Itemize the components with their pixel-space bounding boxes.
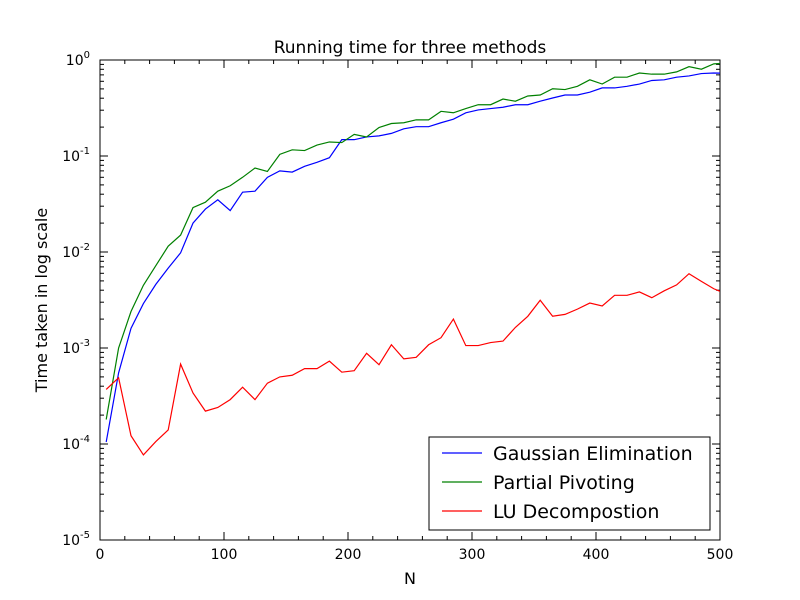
- x-tick-label: 100: [211, 547, 238, 563]
- x-axis-label: N: [404, 569, 416, 588]
- x-tick-label: 300: [459, 547, 486, 563]
- y-tick-label: 10-5: [62, 530, 90, 549]
- y-axis-label: Time taken in log scale: [32, 208, 51, 393]
- y-tick-label: 100: [66, 50, 90, 69]
- series-line-3: [105, 272, 720, 456]
- series-line-2: [105, 62, 720, 420]
- x-tick-label: 200: [335, 547, 362, 563]
- legend-label: Gaussian Elimination: [493, 443, 693, 465]
- legend-label: LU Decompostion: [493, 501, 659, 523]
- y-tick-label: 10-3: [62, 338, 90, 357]
- legend-label: Partial Pivoting: [493, 472, 635, 494]
- x-tick-label: 500: [707, 547, 734, 563]
- series-line-1: [105, 72, 720, 443]
- y-tick-label: 10-4: [62, 434, 90, 453]
- x-tick-label: 0: [96, 547, 105, 563]
- chart-title: Running time for three methods: [274, 38, 547, 58]
- y-tick-label: 10-2: [62, 242, 90, 261]
- y-tick-label: 10-1: [62, 146, 90, 165]
- x-tick-label: 400: [583, 547, 610, 563]
- legend: Gaussian Elimination Partial Pivoting LU D…: [428, 436, 711, 531]
